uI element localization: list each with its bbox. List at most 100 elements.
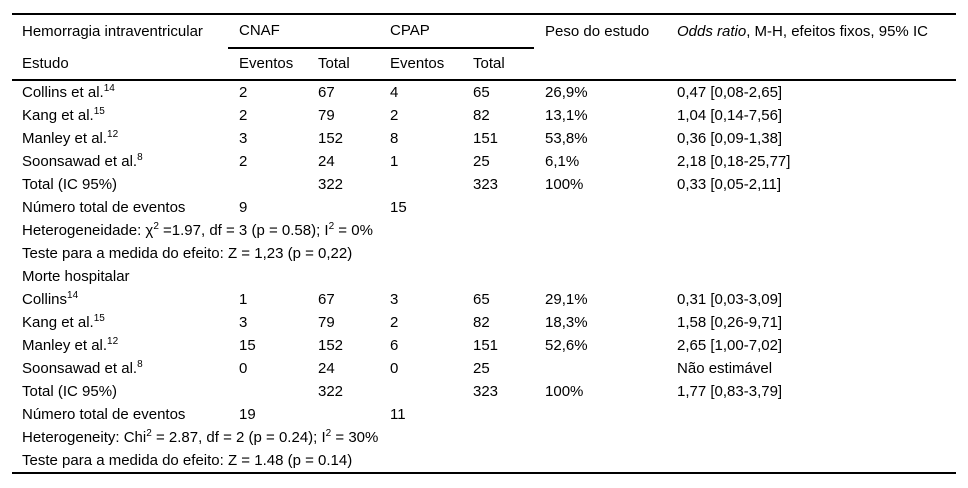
effect-test-row: Teste para a medida do efeito: Z = 1,23 … (12, 242, 956, 265)
weight-cell (534, 357, 666, 380)
cpap-events-cell: 1 (390, 153, 399, 170)
odds-ratio-cell: 1,58 [0,26-9,71] (677, 314, 783, 331)
cnaf-total-cell: 152 (318, 337, 344, 354)
cpap-total-cell: 25 (473, 153, 490, 170)
cpap-total-cell: 65 (473, 291, 490, 308)
effect-test-row: Teste para a medida do efeito: Z = 1.48 … (12, 449, 956, 473)
cnaf-group-header: CNAF (228, 14, 379, 49)
cnaf-events-cell: 1 (239, 291, 248, 308)
study-cell: Soonsawad et al.8 (12, 357, 228, 380)
study-row: Manley et al.12 3 152 8 151 53,8% 0,36 [… (12, 127, 956, 150)
study-cell: Manley et al.12 (12, 334, 228, 357)
study-row: Manley et al.12 15 152 6 151 52,6% 2,65 … (12, 334, 956, 357)
meta-analysis-table: Hemorragia intraventricular CNAF CPAP Pe… (12, 13, 957, 474)
study-subheader: Estudo (12, 48, 228, 81)
weight-cell: 29,1% (545, 291, 588, 308)
cpap-total-cell: 82 (473, 314, 490, 331)
cpap-total-cell (462, 196, 534, 219)
study-ref: 8 (137, 359, 143, 370)
odds-ratio-cell: 0,36 [0,09-1,38] (677, 130, 783, 147)
chi-squared-exponent: 2 (153, 221, 159, 232)
study-name: Kang et al. (22, 107, 94, 124)
cpap-total-cell: 25 (473, 360, 490, 377)
odds-ratio-header: Odds ratio, M-H, efeitos fixos, 95% IC (666, 14, 956, 48)
heterogeneity-text: Heterogeneity: Chi (22, 429, 147, 446)
weight-cell: 100% (545, 176, 584, 193)
cpap-events-cell: 8 (390, 130, 399, 147)
study-cell: Kang et al.15 (12, 104, 228, 127)
group-header-row: Hemorragia intraventricular CNAF CPAP Pe… (12, 14, 956, 49)
heterogeneity-text: Heterogeneidade: χ (22, 222, 154, 239)
section-title-cell: Morte hospitalar (22, 268, 130, 285)
cnaf-events-cell: 0 (239, 360, 248, 377)
study-cell: Manley et al.12 (12, 127, 228, 150)
i-squared-exponent: 2 (325, 428, 332, 439)
heterogeneity-text: = 2.87, df = 2 (p = 0.24); I (151, 429, 326, 446)
cpap-total-cell: 151 (473, 337, 499, 354)
study-row: Kang et al.15 3 79 2 82 18,3% 1,58 [0,26… (12, 311, 956, 334)
effect-test-cell: Teste para a medida do efeito: Z = 1,23 … (22, 245, 353, 262)
study-cell: Collins et al.14 (12, 80, 228, 104)
cpap-events-cell: 15 (390, 199, 407, 216)
cpap-events-cell: 3 (390, 291, 399, 308)
cnaf-total-cell: 79 (318, 107, 335, 124)
cpap-events-cell: 0 (390, 360, 399, 377)
cpap-events-cell: 6 (390, 337, 399, 354)
study-row: Collins14 1 67 3 65 29,1% 0,31 [0,03-3,0… (12, 288, 956, 311)
cpap-events-subheader: Eventos (379, 48, 462, 81)
empty-subheader (534, 48, 667, 81)
heterogeneity-text: = 0% (334, 222, 373, 239)
cpap-events-cell: 2 (390, 107, 399, 124)
heterogeneity-text: =1.97, df = 3 (p = 0.58); I (158, 222, 329, 239)
cnaf-events-cell: 15 (239, 337, 256, 354)
heterogeneity-row: Heterogeneity: Chi2 = 2.87, df = 2 (p = … (12, 426, 956, 449)
weight-cell: 53,8% (545, 130, 588, 147)
cnaf-events-cell: 9 (239, 199, 248, 216)
weight-cell: 13,1% (545, 107, 588, 124)
chi-squared-exponent: 2 (146, 428, 152, 439)
i-squared-exponent: 2 (328, 221, 335, 232)
weight-cell: 100% (545, 383, 584, 400)
study-ref: 12 (107, 336, 119, 347)
section-title-row: Morte hospitalar (12, 265, 956, 288)
cnaf-total-subheader: Total (307, 48, 379, 81)
cnaf-events-subheader: Eventos (228, 48, 307, 81)
weight-header: Peso do estudo (545, 22, 650, 40)
cnaf-events-cell: 19 (239, 406, 256, 423)
weight-cell (534, 403, 666, 426)
study-ref: 14 (103, 83, 115, 94)
cpap-total-cell: 82 (473, 107, 490, 124)
study-name: Soonsawad et al. (22, 153, 138, 170)
study-cell: Soonsawad et al.8 (12, 150, 228, 173)
study-ref: 15 (93, 313, 105, 324)
study-row: Collins et al.14 2 67 4 65 26,9% 0,47 [0… (12, 80, 956, 104)
study-name: Kang et al. (22, 314, 94, 331)
cnaf-total-cell: 79 (318, 314, 335, 331)
heterogeneity-cell: Heterogeneity: Chi2 = 2.87, df = 2 (p = … (12, 426, 956, 449)
cpap-total-cell: 151 (473, 130, 499, 147)
cnaf-events-cell (228, 173, 307, 196)
study-row: Soonsawad et al.8 0 24 0 25 Não estimáve… (12, 357, 956, 380)
cpap-total-cell: 323 (473, 176, 499, 193)
odds-ratio-cell: 1,04 [0,14-7,56] (677, 107, 783, 124)
cpap-total-cell: 323 (473, 383, 499, 400)
total-label-cell: Total (IC 95%) (22, 383, 118, 400)
cnaf-total-cell (307, 196, 379, 219)
events-count-label-cell: Número total de eventos (22, 199, 186, 216)
cpap-events-cell (379, 173, 462, 196)
cpap-total-cell: 65 (473, 84, 490, 101)
outcome-header: Hemorragia intraventricular (22, 22, 203, 40)
cpap-group-header: CPAP (379, 14, 535, 49)
empty-subheader (666, 48, 957, 81)
weight-cell: 26,9% (545, 84, 588, 101)
odds-ratio-cell: Não estimável (677, 360, 773, 377)
study-ref: 15 (93, 106, 105, 117)
cnaf-total-cell: 24 (318, 360, 335, 377)
cnaf-total-cell: 322 (318, 176, 344, 193)
odds-ratio-cell: 2,18 [0,18-25,77] (677, 153, 791, 170)
study-cell: Kang et al.15 (12, 311, 228, 334)
cpap-events-cell (379, 380, 462, 403)
heterogeneity-row: Heterogeneidade: χ2 =1.97, df = 3 (p = 0… (12, 219, 956, 242)
cnaf-events-cell: 3 (239, 130, 248, 147)
heterogeneity-cell: Heterogeneidade: χ2 =1.97, df = 3 (p = 0… (12, 219, 956, 242)
